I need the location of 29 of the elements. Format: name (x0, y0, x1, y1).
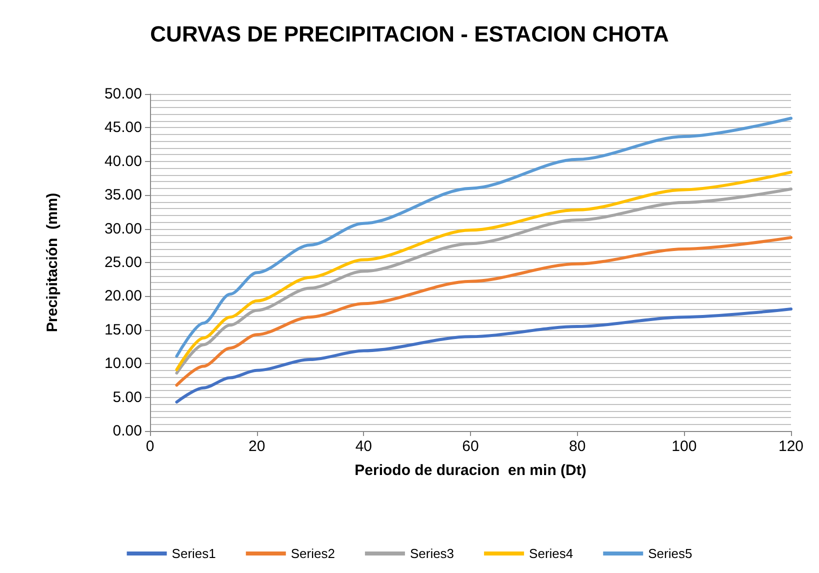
legend-label: Series1 (172, 546, 216, 561)
x-tick-label: 120 (778, 438, 804, 455)
y-tick-label: 45.00 (104, 119, 142, 136)
line-series (175, 236, 792, 387)
x-tick-label: 60 (462, 438, 479, 455)
y-tick-label: 15.00 (104, 321, 142, 338)
y-tick-label: 25.00 (104, 254, 142, 271)
line-series (175, 116, 792, 358)
line-series (175, 308, 792, 404)
y-tick-label: 20.00 (104, 288, 142, 305)
legend-label: Series3 (410, 546, 454, 561)
chart-title: CURVAS DE PRECIPITACION - ESTACION CHOTA (150, 22, 669, 46)
x-tick-label: 80 (568, 438, 586, 455)
y-tick-label: 10.00 (104, 355, 142, 372)
x-tick-label: 40 (355, 438, 372, 455)
legend-label: Series4 (529, 546, 574, 561)
y-tick-label: 50.00 (104, 86, 142, 102)
legend-label: Series5 (648, 546, 692, 561)
y-tick-label: 40.00 (104, 152, 142, 170)
y-tick-label: 0.00 (112, 422, 142, 440)
x-tick-label: 20 (248, 438, 266, 455)
x-tick-label: 100 (672, 438, 697, 455)
x-tick-label: 0 (146, 438, 154, 455)
y-tick-label: 5.00 (112, 388, 142, 406)
x-axis-title: Periodo de duracion en min (Dt) (354, 462, 586, 479)
y-tick-label: 35.00 (104, 186, 142, 204)
y-axis-title: Precipitación (mm) (44, 192, 61, 332)
legend-label: Series2 (290, 546, 335, 561)
y-tick-label: 30.00 (104, 220, 142, 238)
